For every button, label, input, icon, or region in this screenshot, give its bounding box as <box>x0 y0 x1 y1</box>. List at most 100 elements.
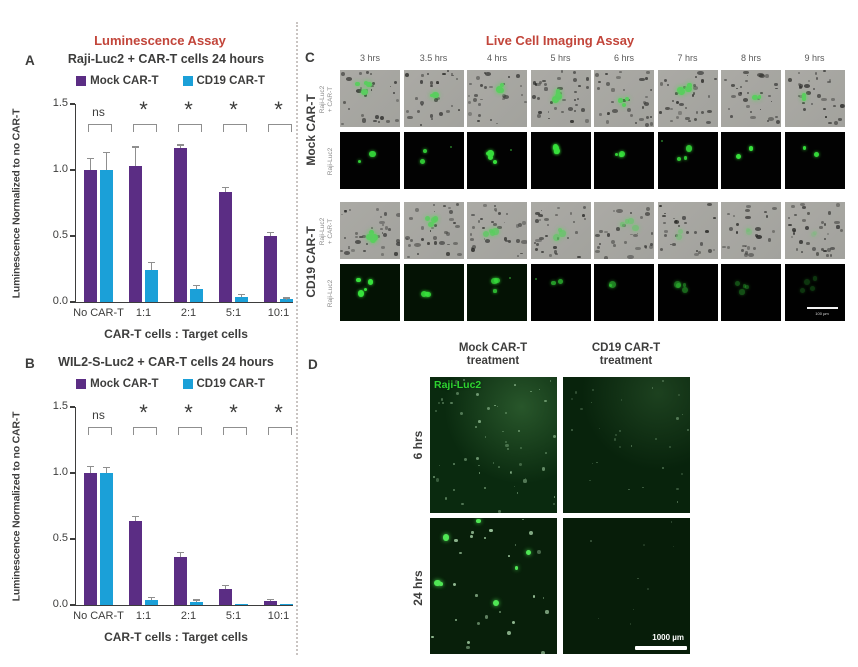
cell-speck <box>612 109 618 113</box>
cell-speck <box>750 115 757 120</box>
fluorescent-speck <box>532 594 536 598</box>
cell-speck <box>476 119 480 123</box>
cell-speck <box>815 72 818 75</box>
y-tick-mark <box>70 472 75 474</box>
fluorescent-speck <box>676 487 679 491</box>
fluorescent-speck <box>475 456 479 460</box>
error-bar-line <box>135 147 136 167</box>
fluorescent-speck <box>478 472 481 474</box>
cell-speck <box>580 108 585 113</box>
cell-speck <box>678 111 682 115</box>
cell-speck <box>420 123 423 126</box>
cell-speck <box>767 117 774 121</box>
cell-speck <box>768 238 772 242</box>
error-bar-line <box>270 233 271 236</box>
cell-speck <box>798 239 803 244</box>
green-signal-blob <box>493 289 497 293</box>
fluorescent-speck <box>654 438 657 441</box>
error-bar-cap <box>87 158 94 160</box>
cell-speck <box>467 100 472 105</box>
cell-speck <box>721 245 726 249</box>
cell-speck <box>627 255 634 259</box>
cell-speck <box>538 213 544 218</box>
cell-speck <box>678 102 685 107</box>
cell-speck <box>741 248 745 252</box>
cell-speck <box>649 88 652 91</box>
green-signal-blob <box>685 85 692 93</box>
cell-speck <box>347 246 350 249</box>
green-signal-speck <box>535 278 538 281</box>
cell-speck <box>483 238 486 240</box>
cell-speck <box>537 113 542 118</box>
cell-speck <box>553 245 558 250</box>
cell-speck <box>503 221 506 224</box>
cell-speck <box>665 107 671 111</box>
green-signal-blob <box>745 229 752 235</box>
green-signal-blob <box>674 281 681 288</box>
significance-star: * <box>184 97 193 122</box>
fluorescent-speck <box>504 411 507 414</box>
cell-speck <box>343 251 350 256</box>
green-signal-blob <box>419 159 425 165</box>
green-signal-blob <box>558 279 564 285</box>
green-signal-blob <box>618 98 623 103</box>
cell-speck <box>707 109 713 113</box>
green-signal-blob <box>487 150 494 157</box>
fluorescent-speck <box>590 539 592 542</box>
cell-speck <box>649 244 654 249</box>
cell-speck <box>475 75 480 80</box>
x-tick-label: 10:1 <box>267 307 290 319</box>
cell-speck <box>616 227 621 232</box>
cell-speck <box>396 242 400 247</box>
cell-speck <box>659 82 664 86</box>
cell-speck <box>831 97 836 102</box>
cell-speck <box>731 94 737 99</box>
cell-speck <box>700 79 705 83</box>
fluorescent-speck <box>676 417 679 421</box>
fluorescent-bright-spot <box>442 534 450 541</box>
group-label-cd19-cart: CD19 CAR-T <box>304 225 318 298</box>
cell-speck <box>663 78 667 82</box>
cell-speck <box>538 110 543 115</box>
cell-speck <box>606 82 611 86</box>
cell-speck <box>650 242 654 246</box>
cell-speck <box>577 84 581 87</box>
cell-speck <box>735 231 739 234</box>
cell-speck <box>544 217 550 221</box>
cell-speck <box>574 231 578 234</box>
cell-speck <box>630 113 633 117</box>
cell-speck <box>365 242 368 245</box>
cell-speck <box>360 87 363 90</box>
bar-mock-1-1 <box>129 520 142 605</box>
fluorescent-speck <box>580 407 583 410</box>
cell-speck <box>833 220 840 225</box>
panel-a-letter: A <box>25 53 35 68</box>
cell-speck <box>395 98 400 102</box>
fluorescent-speck <box>552 434 556 438</box>
cell-speck <box>577 98 579 100</box>
green-signal-blob <box>735 280 741 286</box>
green-signal-blob <box>624 96 629 102</box>
cell-speck <box>788 224 793 227</box>
green-signal-blob <box>425 215 431 221</box>
cell-speck <box>467 95 471 98</box>
y-tick-label: 1.5 <box>52 97 68 109</box>
mock-cart-legend-label: Mock CAR-T <box>90 75 159 87</box>
error-bar-cap <box>267 232 274 234</box>
cell-speck <box>775 119 780 124</box>
significance-star: * <box>274 400 283 425</box>
green-signal-blob <box>742 284 747 288</box>
cell-speck <box>743 70 750 75</box>
micrograph-mock-overlay-4 <box>594 70 654 127</box>
fluorescent-speck <box>677 393 680 396</box>
green-signal-blob <box>488 155 494 161</box>
green-signal-blob <box>363 287 367 291</box>
cell-speck <box>457 109 460 112</box>
cell-speck <box>446 110 451 113</box>
fluorescent-speck <box>505 443 509 448</box>
cell-speck <box>346 76 353 81</box>
panel-a-title: Raji-Luc2 + CAR-T cells 24 hours <box>67 52 265 66</box>
cell-speck <box>388 228 392 232</box>
cell-speck <box>455 202 459 206</box>
cell-speck <box>646 70 650 74</box>
